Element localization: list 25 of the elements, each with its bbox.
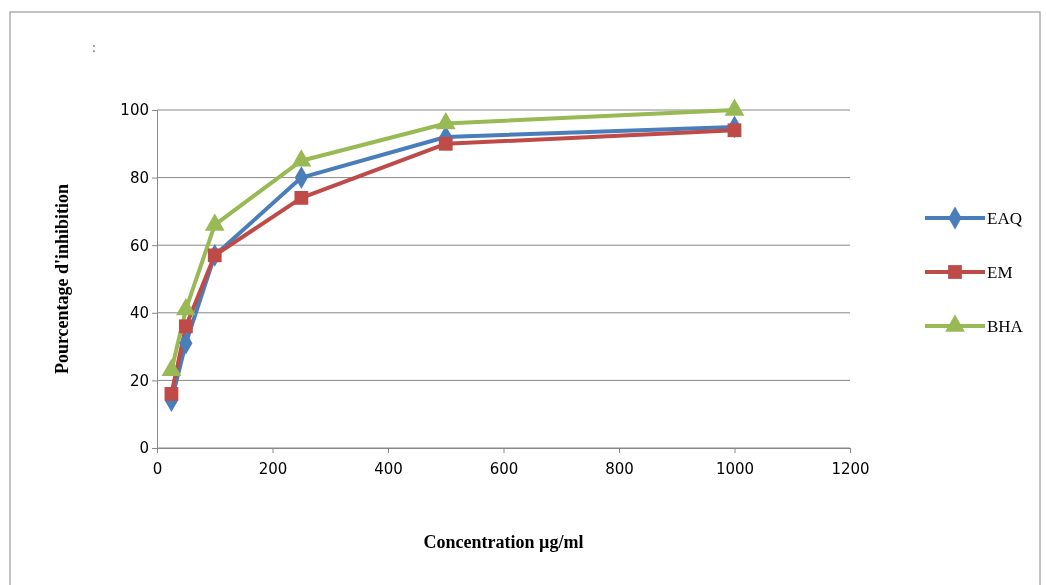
point — [207, 248, 222, 263]
y-tick-label: 20 — [129, 371, 149, 390]
y-tick-label: 100 — [120, 101, 149, 120]
legend-label: EM — [987, 263, 1013, 282]
legend-label: BHA — [987, 317, 1024, 336]
point — [294, 190, 309, 205]
x-axis-title: Concentration µg/ml — [423, 532, 584, 552]
x-tick-label: 400 — [374, 460, 403, 478]
x-tick-label: 0 — [152, 460, 163, 478]
point — [727, 123, 742, 138]
point — [178, 319, 193, 334]
point — [438, 136, 453, 151]
point — [164, 387, 179, 401]
x-tick-label: 200 — [258, 460, 288, 478]
x-tick-label: 1000 — [715, 460, 755, 478]
y-tick-label: 0 — [139, 439, 149, 458]
y-tick-label: 80 — [129, 168, 149, 187]
legend-label: EAQ — [987, 209, 1022, 228]
y-axis-title: Pourcentage d'inhibition — [52, 183, 72, 375]
y-tick-label: 40 — [129, 304, 149, 323]
x-tick-label: 1200 — [831, 460, 870, 478]
x-tick-label: 600 — [489, 460, 519, 478]
text: : — [92, 40, 96, 55]
x-tick-label: 800 — [605, 460, 634, 478]
y-tick-label: 60 — [129, 236, 149, 255]
